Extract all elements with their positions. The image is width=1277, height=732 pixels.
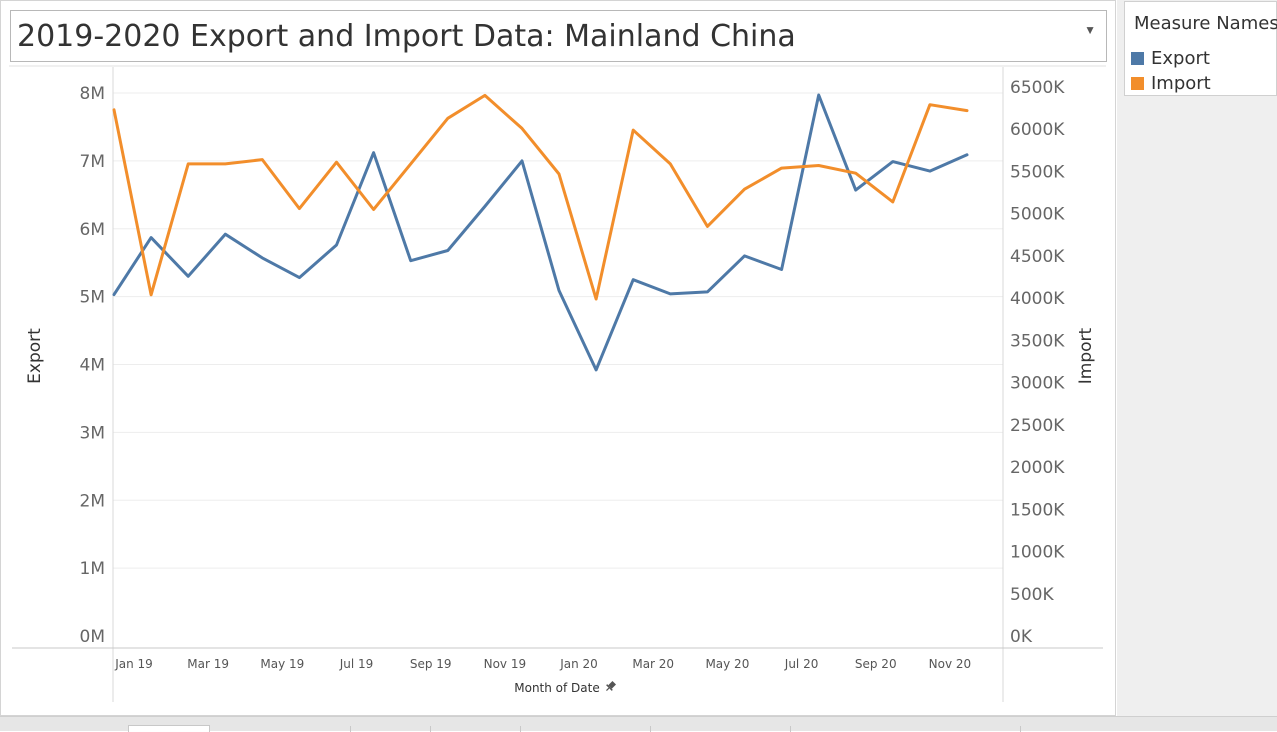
x-tick-label: May 19 xyxy=(260,657,304,671)
y-left-tick-label: 8M xyxy=(80,84,105,104)
y-right-tick-label: 1000K xyxy=(1010,543,1065,563)
y-axis-left-title: Export xyxy=(25,328,45,384)
tab-divider xyxy=(1020,726,1021,732)
y-right-tick-label: 5500K xyxy=(1010,162,1065,182)
y-right-tick-label: 1500K xyxy=(1010,500,1065,520)
legend-title: Measure Names xyxy=(1134,13,1277,34)
y-right-tick-label: 4000K xyxy=(1010,289,1065,309)
y-right-tick-label: 6500K xyxy=(1010,78,1065,98)
y-right-tick-label: 4500K xyxy=(1010,247,1065,267)
pin-icon xyxy=(606,680,617,691)
y-left-tick-label: 1M xyxy=(80,559,105,579)
legend-item-import[interactable]: Import xyxy=(1131,73,1271,95)
series-line-export xyxy=(112,93,969,372)
y-right-tick-label: 500K xyxy=(1010,585,1054,605)
tab-divider xyxy=(520,726,521,732)
line-chart[interactable]: 0M 1M 2M 3M 4M 5M 6M 7M 8M 0K 500K 1000K 1500K 2000K 2… xyxy=(0,0,1116,716)
legend[interactable]: Measure Names Export Import xyxy=(1124,1,1277,96)
x-tick-label: Jan 20 xyxy=(559,657,598,671)
x-tick-label: Mar 20 xyxy=(632,657,674,671)
series-line-import xyxy=(112,93,969,301)
dashboard-frame: 2019-2020 Export and Import Data: Mainla… xyxy=(0,0,1116,716)
y-left-tick-label: 6M xyxy=(80,220,105,240)
y-left-tick-label: 2M xyxy=(80,491,105,511)
y-right-tick-label: 0K xyxy=(1010,627,1033,647)
y-right-tick-label: 2000K xyxy=(1010,458,1065,478)
y-axis-right-title: Import xyxy=(1076,327,1096,384)
legend-item-export[interactable]: Export xyxy=(1131,48,1271,70)
y-left-tick-label: 4M xyxy=(80,356,105,376)
chart-title: 2019-2020 Export and Import Data: Mainla… xyxy=(17,19,796,54)
tab-divider xyxy=(350,726,351,732)
y-left-tick-label: 3M xyxy=(80,423,105,443)
x-tick-label: May 20 xyxy=(705,657,749,671)
y-right-tick-label: 3000K xyxy=(1010,374,1065,394)
right-panel xyxy=(1117,0,1277,716)
tab-divider xyxy=(650,726,651,732)
legend-swatch-import xyxy=(1131,77,1144,90)
x-tick-label: Jul 19 xyxy=(339,657,374,671)
sheet-tab-bar xyxy=(0,716,1277,732)
caret-down-icon[interactable]: ▼ xyxy=(1084,23,1096,37)
tab-divider xyxy=(790,726,791,732)
legend-label-export: Export xyxy=(1151,48,1210,69)
title-bar[interactable]: 2019-2020 Export and Import Data: Mainla… xyxy=(10,10,1107,62)
sheet-tab-active[interactable] xyxy=(128,725,210,732)
y-left-tick-label: 7M xyxy=(80,152,105,172)
legend-label-import: Import xyxy=(1151,73,1211,94)
y-right-tick-label: 5000K xyxy=(1010,205,1065,225)
y-left-tick-label: 5M xyxy=(80,288,105,308)
x-tick-label: Jul 20 xyxy=(784,657,819,671)
x-axis-title: Month of Date xyxy=(514,681,600,695)
x-tick-label: Nov 20 xyxy=(929,657,972,671)
x-tick-label: Sep 19 xyxy=(410,657,452,671)
y-right-tick-label: 6000K xyxy=(1010,120,1065,140)
x-tick-label: Mar 19 xyxy=(187,657,229,671)
y-right-tick-label: 2500K xyxy=(1010,416,1065,436)
legend-swatch-export xyxy=(1131,52,1144,65)
tab-divider xyxy=(430,726,431,732)
x-tick-label: Nov 19 xyxy=(484,657,527,671)
y-right-tick-label: 3500K xyxy=(1010,331,1065,351)
x-tick-label: Jan 19 xyxy=(114,657,153,671)
x-tick-label: Sep 20 xyxy=(855,657,897,671)
y-left-tick-label: 0M xyxy=(80,627,105,647)
